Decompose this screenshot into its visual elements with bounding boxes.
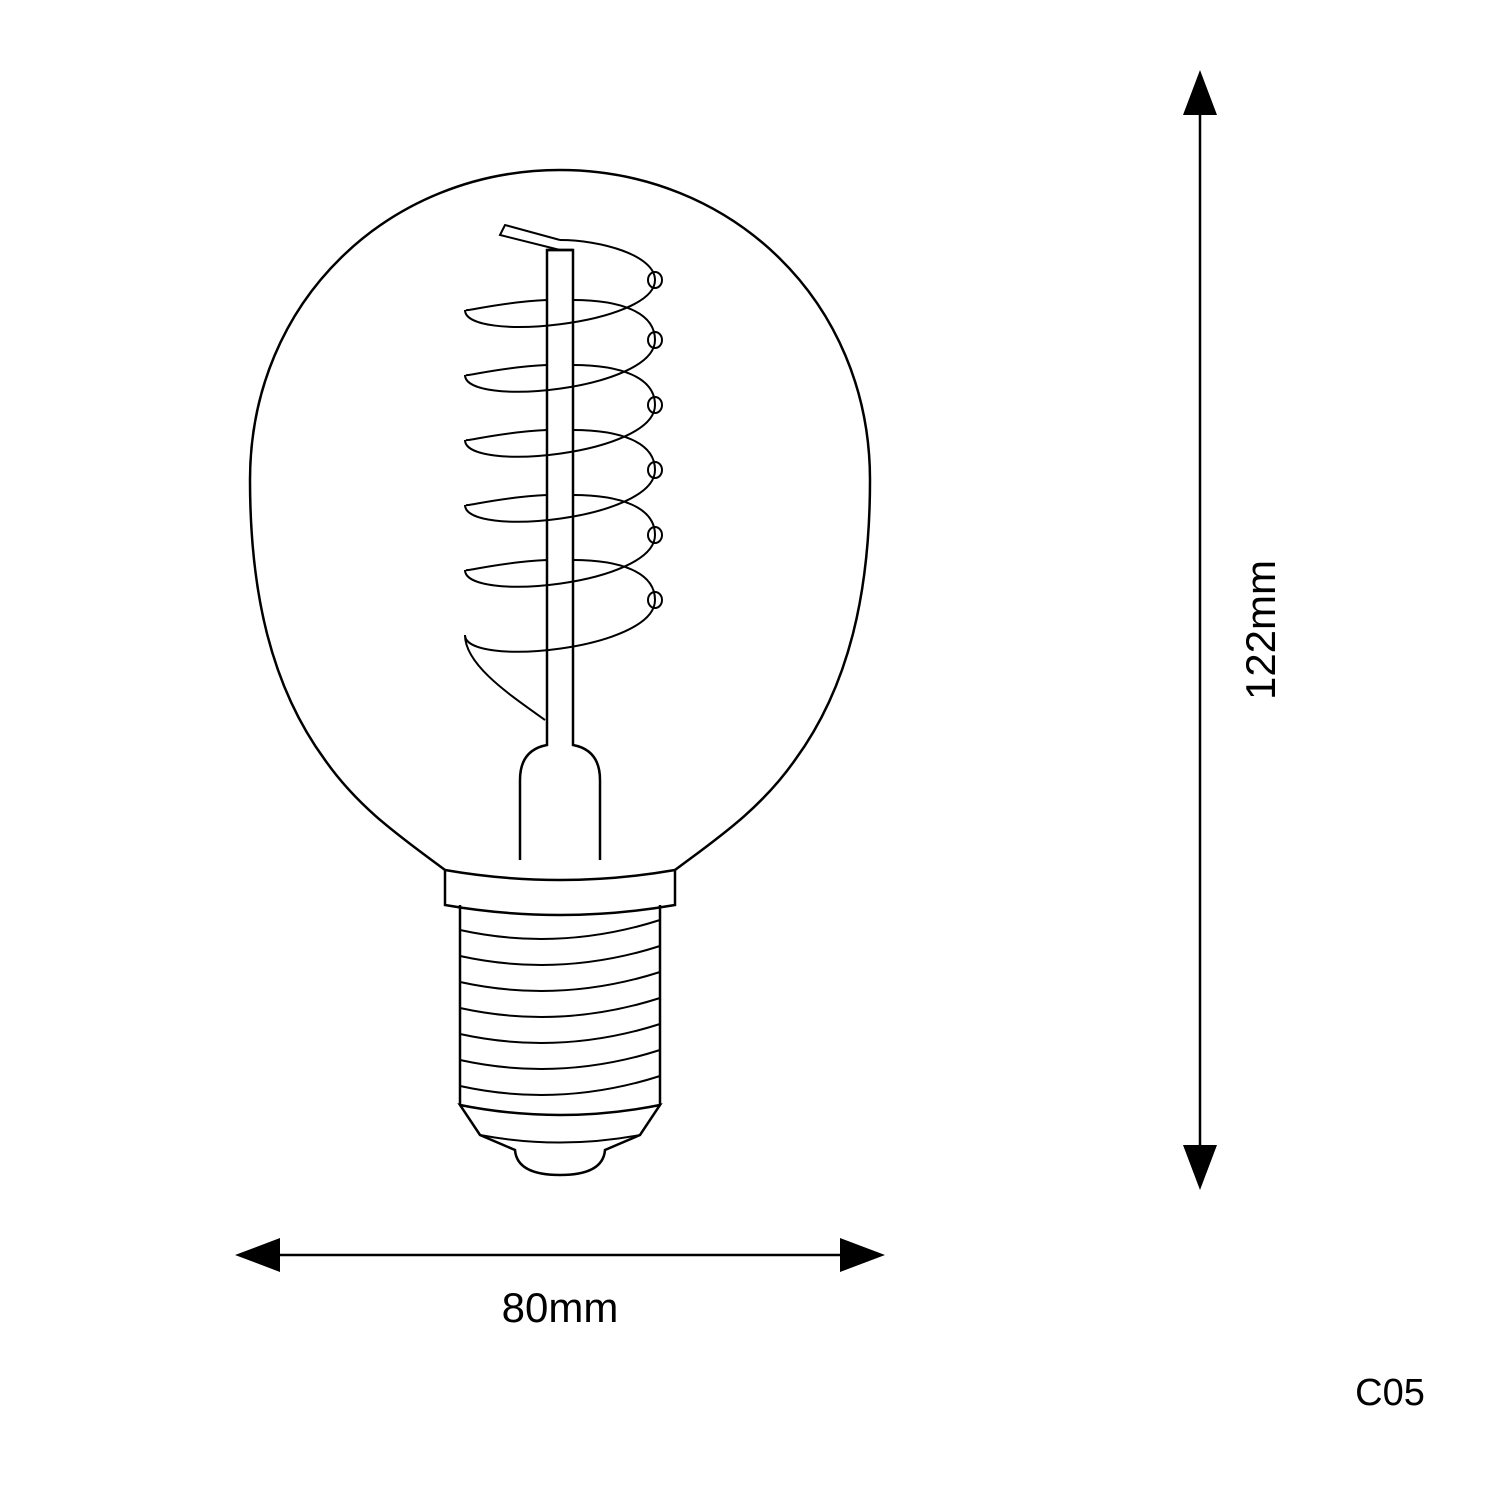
filament-top-hook [500, 225, 560, 250]
filament-holder [520, 250, 600, 860]
arrowhead-up-icon [1183, 70, 1217, 115]
bulb-base-tip [460, 1105, 660, 1175]
bulb-collar [445, 870, 675, 915]
bulb-glass-outline [250, 170, 870, 870]
thread-ridges [460, 920, 660, 1095]
dimension-height: 122mm [1183, 70, 1284, 1190]
bulb-base-tip-line [480, 1135, 640, 1143]
width-label: 80mm [502, 1284, 619, 1331]
product-code: C05 [1355, 1372, 1425, 1414]
arrowhead-down-icon [1183, 1145, 1217, 1190]
filament-spiral [465, 240, 662, 720]
arrowhead-left-icon [235, 1238, 280, 1272]
height-label: 122mm [1237, 560, 1284, 700]
arrowhead-right-icon [840, 1238, 885, 1272]
bulb-technical-drawing: 122mm 80mm C05 [0, 0, 1500, 1500]
dimension-width: 80mm [235, 1238, 885, 1331]
